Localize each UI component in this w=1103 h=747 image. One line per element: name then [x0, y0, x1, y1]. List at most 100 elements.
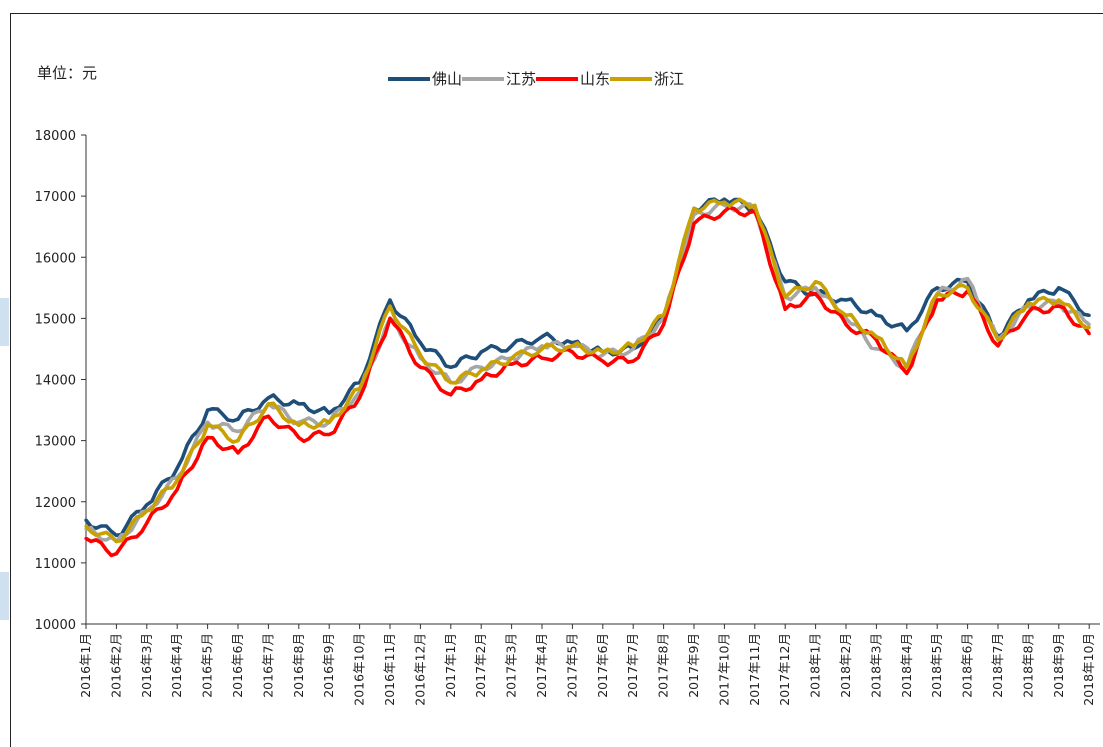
data-point — [996, 344, 1000, 348]
data-point — [206, 423, 210, 427]
data-point — [206, 408, 210, 412]
data-point — [266, 396, 270, 400]
data-point — [388, 304, 392, 308]
x-tick-label: 2016年9月 — [321, 633, 336, 698]
data-point — [418, 353, 422, 357]
legend-swatch — [536, 76, 579, 81]
data-point — [874, 313, 879, 317]
y-tick-label: 14000 — [35, 374, 76, 389]
data-point — [844, 316, 848, 320]
data-point — [266, 402, 270, 406]
x-tick-label: 2018年8月 — [1020, 633, 1035, 698]
data-point — [236, 429, 240, 434]
data-point — [206, 435, 210, 440]
x-tick-label: 2016年2月 — [108, 633, 123, 698]
data-point — [631, 344, 635, 348]
data-point — [236, 451, 240, 455]
x-tick-label: 2018年1月 — [808, 633, 823, 698]
data-point — [935, 292, 939, 296]
data-point — [175, 487, 179, 492]
data-point — [327, 420, 331, 424]
unit-label: 单位：元 — [37, 64, 98, 82]
left-edge-marker — [0, 298, 9, 346]
data-point — [145, 503, 149, 507]
x-tick-label: 2018年10月 — [1081, 633, 1096, 706]
data-point — [966, 277, 970, 281]
data-point — [996, 338, 1000, 342]
x-tick-label: 2017年1月 — [443, 633, 458, 698]
data-point — [114, 539, 118, 544]
data-point — [570, 344, 575, 348]
legend-item-zhejiang: 浙江 — [610, 68, 684, 89]
data-point — [388, 316, 392, 320]
x-tick-label: 2018年3月 — [868, 633, 883, 698]
x-tick-label: 2017年3月 — [504, 633, 519, 698]
legend-item-foshan: 佛山 — [388, 68, 462, 89]
legend: 佛山 江苏 山东 浙江 — [388, 68, 684, 89]
data-point — [297, 423, 301, 427]
data-point — [236, 439, 240, 443]
y-tick-label: 12000 — [35, 496, 76, 511]
series-line — [84, 197, 1090, 538]
data-point — [631, 359, 635, 363]
data-point — [662, 313, 666, 317]
data-point — [601, 359, 605, 363]
data-point — [266, 414, 270, 418]
data-point — [206, 420, 210, 424]
series-line — [85, 205, 1091, 558]
legend-swatch — [388, 76, 430, 81]
data-point — [479, 350, 483, 354]
data-point — [540, 347, 544, 351]
data-point — [418, 341, 422, 345]
data-point — [510, 362, 514, 366]
x-tick-label: 2018年9月 — [1051, 633, 1066, 698]
x-tick-label: 2016年4月 — [169, 633, 184, 698]
data-point — [145, 509, 149, 513]
data-point — [844, 322, 848, 327]
data-point — [905, 365, 909, 369]
data-point — [84, 518, 88, 522]
data-point — [1026, 310, 1030, 314]
y-tick-label: 15000 — [35, 312, 76, 327]
data-point — [722, 209, 727, 214]
y-tick-label: 16000 — [35, 251, 76, 266]
data-point — [418, 365, 422, 369]
x-tick-label: 2017年4月 — [534, 633, 549, 698]
data-point — [510, 356, 514, 360]
data-point — [114, 552, 118, 556]
data-point — [631, 347, 635, 351]
data-point — [236, 417, 240, 421]
x-tick-label: 2017年5月 — [564, 633, 579, 698]
series-line — [84, 197, 1090, 544]
data-point — [1026, 298, 1030, 302]
data-point — [814, 280, 818, 284]
data-point — [1087, 332, 1091, 336]
data-point — [449, 380, 453, 385]
data-point — [722, 200, 727, 204]
legend-label: 江苏 — [506, 70, 537, 88]
data-point — [753, 203, 757, 207]
x-tick-label: 2017年2月 — [473, 633, 488, 698]
data-point — [814, 286, 818, 290]
data-point — [905, 371, 909, 375]
x-tick-label: 2016年12月 — [412, 633, 427, 706]
legend-item-jiangsu: 江苏 — [462, 68, 536, 89]
x-tick-label: 2016年7月 — [260, 633, 275, 698]
data-point — [874, 347, 879, 351]
data-point — [1087, 322, 1091, 327]
data-point — [114, 533, 118, 537]
legend-label: 佛山 — [432, 70, 463, 88]
y-tick-label: 17000 — [35, 190, 76, 205]
x-tick-label: 2016年6月 — [230, 633, 245, 698]
data-point — [783, 280, 787, 284]
data-point — [844, 313, 848, 317]
data-point — [358, 387, 362, 391]
x-tick-label: 2016年5月 — [200, 633, 215, 698]
legend-label: 山东 — [580, 70, 611, 88]
x-tick-label: 2017年10月 — [716, 633, 731, 706]
y-tick-label: 18000 — [35, 129, 76, 144]
legend-swatch — [462, 76, 505, 81]
data-point — [479, 368, 483, 372]
x-tick-label: 2018年4月 — [899, 633, 914, 698]
data-point — [935, 286, 939, 290]
